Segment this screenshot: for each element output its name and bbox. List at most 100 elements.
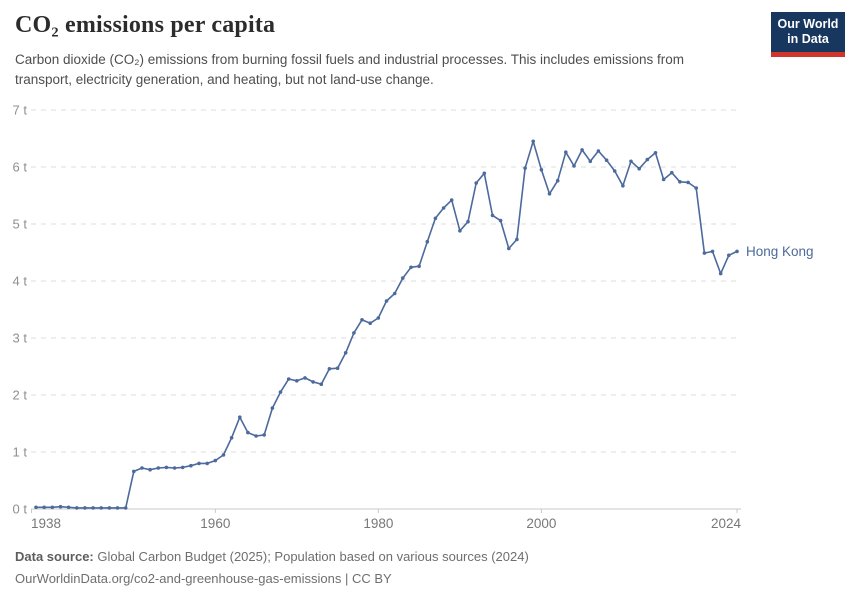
data-point[interactable] <box>156 466 161 470</box>
data-point[interactable] <box>270 406 275 410</box>
data-point[interactable] <box>490 213 495 218</box>
data-point[interactable] <box>735 249 739 254</box>
data-point[interactable] <box>115 506 120 510</box>
data-point[interactable] <box>523 166 527 170</box>
data-point[interactable] <box>449 198 454 202</box>
data-point[interactable] <box>417 264 421 269</box>
data-point[interactable] <box>637 166 641 171</box>
data-point[interactable] <box>507 246 511 251</box>
y-axis-tick-label: 6 t <box>13 160 28 175</box>
data-point[interactable] <box>42 505 46 510</box>
data-point[interactable] <box>164 465 169 470</box>
data-point[interactable] <box>710 249 715 254</box>
x-axis-tick-label: 1960 <box>200 516 230 531</box>
data-point[interactable] <box>596 149 601 153</box>
data-point[interactable] <box>238 415 242 420</box>
y-axis-tick-label: 7 t <box>13 103 28 118</box>
data-point[interactable] <box>376 316 381 320</box>
data-point[interactable] <box>498 218 503 223</box>
data-point[interactable] <box>604 158 609 162</box>
data-source-text: Global Carbon Budget (2025); Population … <box>93 549 529 564</box>
data-point[interactable] <box>482 171 487 176</box>
data-point[interactable] <box>229 436 234 440</box>
data-point[interactable] <box>254 434 258 438</box>
data-point[interactable] <box>645 157 650 162</box>
data-point[interactable] <box>718 271 723 276</box>
data-point[interactable] <box>262 433 267 437</box>
data-point[interactable] <box>205 461 209 466</box>
data-point[interactable] <box>107 506 112 510</box>
data-point[interactable] <box>91 506 95 510</box>
data-point[interactable] <box>588 159 593 164</box>
data-point[interactable] <box>694 186 698 190</box>
data-point[interactable] <box>335 366 340 371</box>
data-point[interactable] <box>278 390 283 394</box>
data-point[interactable] <box>303 376 307 380</box>
data-point[interactable] <box>99 506 103 510</box>
data-point[interactable] <box>425 239 430 244</box>
data-point[interactable] <box>75 506 79 510</box>
data-point[interactable] <box>83 506 87 510</box>
data-point[interactable] <box>180 465 185 470</box>
data-point[interactable] <box>132 469 136 474</box>
data-point[interactable] <box>286 377 291 381</box>
data-point[interactable] <box>661 177 666 182</box>
data-point[interactable] <box>384 299 389 303</box>
citation-url-line[interactable]: OurWorldinData.org/co2-and-greenhouse-ga… <box>15 571 392 586</box>
data-point[interactable] <box>458 229 462 233</box>
data-point[interactable] <box>629 159 633 164</box>
data-point[interactable] <box>441 206 446 210</box>
data-point[interactable] <box>621 184 625 188</box>
data-point[interactable] <box>246 430 250 435</box>
data-point[interactable] <box>295 379 299 383</box>
hong-kong-data-line[interactable] <box>35 140 738 509</box>
data-point[interactable] <box>360 318 364 322</box>
data-point[interactable] <box>653 151 658 155</box>
data-point[interactable] <box>221 453 226 457</box>
data-source-label: Data source: <box>15 549 94 564</box>
data-point[interactable] <box>539 168 544 172</box>
data-point[interactable] <box>547 192 552 196</box>
data-point[interactable] <box>140 466 144 470</box>
data-point[interactable] <box>197 461 201 466</box>
data-point[interactable] <box>612 169 617 173</box>
data-point[interactable] <box>123 506 128 510</box>
data-point[interactable] <box>213 458 218 463</box>
data-point[interactable] <box>515 237 519 242</box>
data-point[interactable] <box>702 251 707 255</box>
data-point[interactable] <box>50 505 55 510</box>
data-point[interactable] <box>172 466 177 470</box>
data-point[interactable] <box>580 148 584 152</box>
data-point[interactable] <box>392 291 397 296</box>
y-axis-tick-label: 3 t <box>13 331 28 346</box>
data-point[interactable] <box>727 253 731 258</box>
data-point[interactable] <box>319 382 324 387</box>
data-point[interactable] <box>148 467 152 472</box>
data-point[interactable] <box>686 180 690 185</box>
y-axis-tick-label: 2 t <box>13 388 28 403</box>
owid-logo[interactable]: Our World in Data <box>771 12 845 57</box>
data-point[interactable] <box>466 219 470 224</box>
data-point[interactable] <box>58 504 63 509</box>
data-point[interactable] <box>401 276 405 280</box>
data-point[interactable] <box>433 216 438 221</box>
data-point[interactable] <box>555 178 560 183</box>
data-point[interactable] <box>34 505 38 510</box>
data-point[interactable] <box>564 150 568 154</box>
data-point[interactable] <box>343 351 348 355</box>
data-point[interactable] <box>678 180 682 184</box>
data-point[interactable] <box>474 181 479 185</box>
data-point[interactable] <box>670 170 674 175</box>
data-point[interactable] <box>66 505 71 510</box>
data-point[interactable] <box>189 463 193 468</box>
data-source-line: Data source: Global Carbon Budget (2025)… <box>15 546 529 568</box>
entity-label-hong-kong[interactable]: Hong Kong <box>746 244 814 259</box>
data-point[interactable] <box>409 265 413 270</box>
data-point[interactable] <box>311 380 315 384</box>
data-point[interactable] <box>327 367 332 371</box>
data-point[interactable] <box>572 164 576 168</box>
data-point[interactable] <box>368 321 373 326</box>
data-point[interactable] <box>531 139 535 144</box>
data-point[interactable] <box>352 331 356 335</box>
